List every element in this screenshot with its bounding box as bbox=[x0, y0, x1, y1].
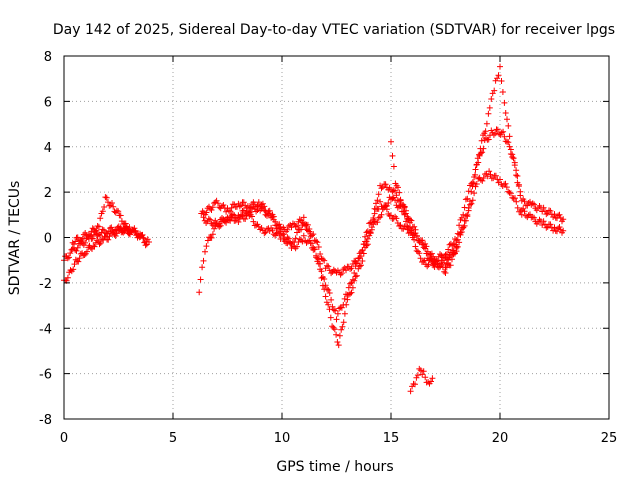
x-tick-label: 20 bbox=[492, 431, 509, 446]
marker-path-track-h bbox=[407, 365, 436, 395]
tick-labels: 0 5 10 15 20 25 -8 -6 -4 -2 0 2 4 6 8 bbox=[39, 50, 617, 446]
y-tick-label: -2 bbox=[39, 277, 52, 292]
marker-path-track-f bbox=[200, 194, 416, 278]
y-tick-label: 0 bbox=[44, 232, 52, 247]
marker-path-track-c bbox=[69, 194, 133, 248]
x-tick-label: 25 bbox=[601, 431, 618, 446]
y-tick-label: -6 bbox=[39, 368, 52, 383]
y-axis-label: SDTVAR / TECUs bbox=[7, 181, 23, 296]
x-tick-label: 10 bbox=[274, 431, 291, 446]
chart-title: Day 142 of 2025, Sidereal Day-to-day VTE… bbox=[53, 22, 615, 38]
series-track-h bbox=[407, 365, 436, 395]
y-tick-label: -8 bbox=[39, 413, 52, 428]
y-tick-label: 8 bbox=[44, 50, 52, 65]
data-points bbox=[61, 63, 567, 395]
y-tick-label: 6 bbox=[44, 95, 52, 110]
y-tick-label: -4 bbox=[39, 322, 52, 337]
marker-path-track-j bbox=[431, 126, 567, 265]
x-tick-label: 0 bbox=[60, 431, 68, 446]
series-track-k bbox=[442, 168, 525, 271]
series-track-c bbox=[69, 194, 133, 248]
grid-lines bbox=[64, 56, 609, 419]
series-track-j bbox=[431, 126, 567, 265]
x-tick-label: 5 bbox=[169, 431, 177, 446]
marker-path-track-k bbox=[442, 168, 525, 271]
x-axis-label: GPS time / hours bbox=[276, 459, 393, 475]
tick-marks bbox=[63, 55, 610, 420]
y-tick-label: 4 bbox=[44, 141, 52, 156]
series-track-f bbox=[200, 194, 416, 278]
x-tick-label: 15 bbox=[383, 431, 400, 446]
y-tick-label: 2 bbox=[44, 186, 52, 201]
